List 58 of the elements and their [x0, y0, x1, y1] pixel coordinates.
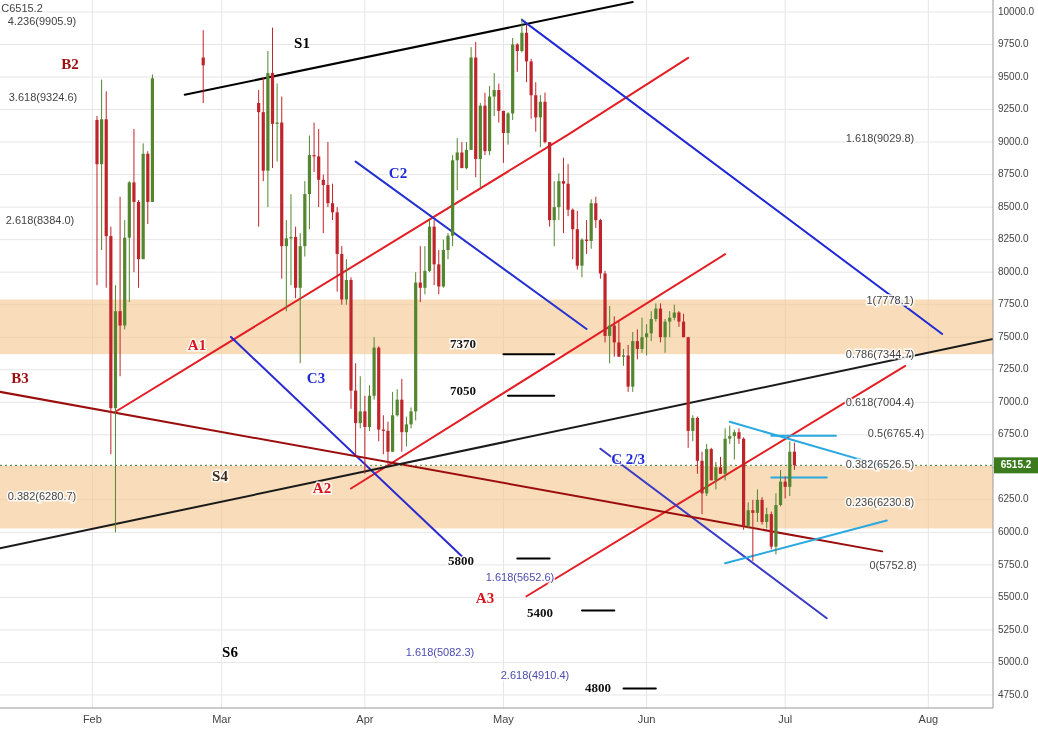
annotation: 5800: [448, 552, 474, 568]
y-tick-label: 8000.0: [998, 265, 1030, 277]
y-tick-label: 7000.0: [998, 395, 1030, 407]
annotation: 0.618(7004.4): [845, 395, 915, 408]
x-tick-label: Feb: [82, 713, 102, 725]
x-tick-label: Jun: [637, 713, 656, 725]
annotation: 4.236(9905.9): [7, 14, 77, 27]
annotation: 0.382(6280.7): [7, 489, 77, 502]
y-tick-label: 5750.0: [998, 558, 1030, 570]
y-tick-label: 7250.0: [998, 363, 1030, 375]
annotation: A2: [312, 480, 332, 497]
annotation: 1.618(9029.8): [845, 131, 915, 144]
y-tick-label: 4750.0: [998, 688, 1030, 700]
y-tick-label: 9000.0: [998, 135, 1030, 147]
annotation: 0.786(7344.7): [845, 347, 915, 360]
y-tick-label: 8750.0: [998, 168, 1030, 180]
annotation: 0.236(6230.8): [845, 495, 915, 508]
annotation: A3: [475, 590, 495, 607]
x-tick-label: Jul: [778, 713, 793, 725]
y-tick-label: 9500.0: [998, 70, 1030, 82]
annotation: B2: [61, 56, 79, 73]
annotation: S4: [212, 468, 229, 485]
y-tick-label: 6250.0: [998, 493, 1030, 505]
x-tick-label: Apr: [356, 713, 374, 725]
annotation: 1.618(5082.3): [405, 645, 475, 658]
x-tick-label: Aug: [918, 713, 939, 725]
annotation: 1.618(5652.6): [485, 570, 555, 583]
annotation: 7370: [450, 335, 476, 351]
y-tick-label: 7750.0: [998, 298, 1030, 310]
annotation: C3: [306, 370, 326, 387]
y-tick-label: 10000.0: [998, 5, 1035, 17]
y-tick-label: 9750.0: [998, 38, 1030, 50]
annotation: 5400: [527, 604, 553, 620]
y-tick-label: 8250.0: [998, 233, 1030, 245]
y-tick-label: 5000.0: [998, 656, 1030, 668]
x-tick-label: May: [493, 713, 515, 725]
y-tick-label: 5500.0: [998, 591, 1030, 603]
annotation: 2.618(4910.4): [500, 668, 570, 681]
annotation: 0.5(6765.4): [867, 426, 925, 439]
annotation: A1: [187, 337, 207, 354]
x-tick-label: Mar: [212, 713, 232, 725]
y-tick-label: 6750.0: [998, 428, 1030, 440]
annotation: S6: [222, 644, 239, 661]
y-tick-label: 8500.0: [998, 200, 1030, 212]
annotation: 3.618(9324.6): [8, 90, 78, 103]
annotation: B3: [11, 370, 29, 387]
y-tick-label: 5250.0: [998, 623, 1030, 635]
y-tick-label: 6000.0: [998, 526, 1030, 538]
annotation: 4800: [585, 679, 611, 695]
annotation: S1: [294, 35, 310, 52]
y-tick-label: 7500.0: [998, 330, 1030, 342]
annotation: C2: [388, 165, 408, 182]
ref-line-label: 6515.2: [1000, 458, 1032, 470]
annotation: C6515.2: [1, 1, 43, 14]
annotation: 2.618(8384.0): [5, 213, 75, 226]
y-tick-label: 9250.0: [998, 103, 1030, 115]
annotation: 7050: [450, 382, 476, 398]
annotation: 0(5752.8): [869, 558, 917, 571]
